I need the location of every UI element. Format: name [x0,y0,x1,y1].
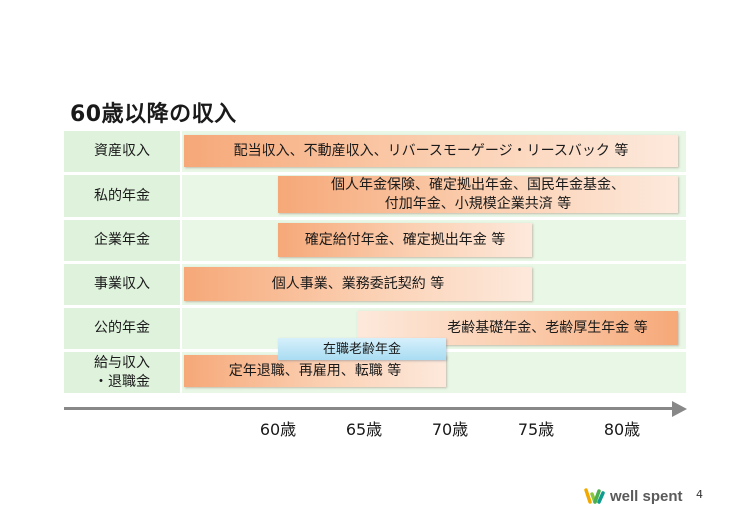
brand-name: well spent [610,487,683,505]
page-number: 4 [696,488,703,501]
bar-asset-income: 配当収入、不動産収入、リバースモーゲージ・リースバック 等 [184,135,678,167]
row-label-public-pension: 公的年金 [64,308,180,349]
bar-corporate-pension: 確定給付年金、確定拠出年金 等 [278,223,532,257]
bar-business-income: 個人事業、業務委託契約 等 [184,267,532,301]
bar-salary-retirement: 定年退職、再雇用、転職 等 [184,355,446,387]
row-label-business-income: 事業収入 [64,264,180,305]
axis-arrow-icon [672,401,687,417]
brand-logo-icon [584,488,605,504]
age-tick-65: 65歳 [345,420,383,439]
bar-private-pension: 個人年金保険、確定拠出年金、国民年金基金、 付加年金、小規模企業共済 等 [278,176,678,213]
page-title: 60歳以降の収入 [70,102,237,127]
row-label-private-pension: 私的年金 [64,175,180,217]
row-label-asset-income: 資産収入 [64,131,180,172]
bar-in-service-pension: 在職老齢年金 [278,338,446,360]
brand-logo: well spent [584,487,683,505]
row-label-corporate-pension: 企業年金 [64,220,180,261]
age-tick-60: 60歳 [259,420,297,439]
age-tick-75: 75歳 [517,420,555,439]
age-tick-80: 80歳 [603,420,641,439]
age-tick-70: 70歳 [431,420,469,439]
age-axis-line [64,407,674,410]
row-label-salary-retirement: 給与収入 ・退職金 [64,352,180,393]
